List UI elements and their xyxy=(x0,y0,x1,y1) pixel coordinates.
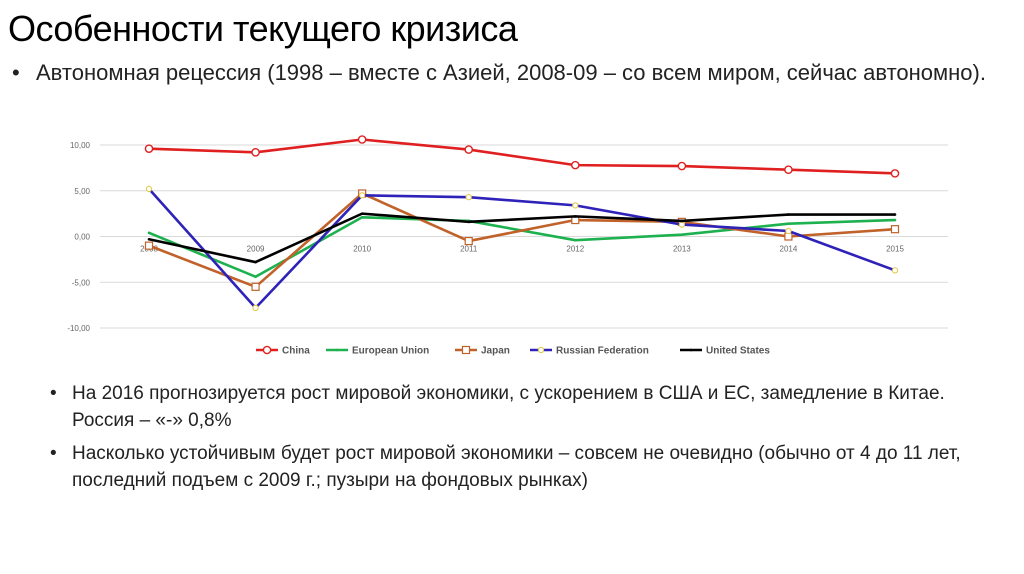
data-point xyxy=(893,213,897,216)
data-point xyxy=(891,267,899,274)
y-tick-label: -5,00 xyxy=(72,278,91,287)
bullet-forecast-2016: • На 2016 прогнозируется рост мировой эк… xyxy=(50,380,990,434)
data-point xyxy=(465,194,472,201)
bullet-text: Насколько устойчивым будет рост мировой … xyxy=(72,443,961,491)
legend-item: China xyxy=(256,346,310,357)
data-point xyxy=(680,233,684,236)
data-point xyxy=(784,165,793,175)
series-line xyxy=(148,138,896,175)
data-point xyxy=(464,236,473,246)
data-point xyxy=(573,215,577,218)
x-tick-label: 2014 xyxy=(780,245,798,254)
data-point xyxy=(358,192,366,199)
chart-y-tick-labels: 10,00 5,00 0,00 -5,00 -10,00 xyxy=(67,141,90,333)
data-point xyxy=(787,213,790,216)
bullet-dot: • xyxy=(50,443,57,464)
data-point xyxy=(890,225,900,234)
data-point xyxy=(251,282,260,291)
series-china xyxy=(144,135,900,178)
bullet-autonomous-recession: • Автономная рецессия (1998 – вместе с А… xyxy=(12,58,1002,88)
x-tick-label: 2010 xyxy=(353,245,371,254)
data-point xyxy=(461,345,471,355)
slide-title: Особенности текущего кризиса xyxy=(8,8,518,49)
x-tick-label: 2013 xyxy=(673,245,691,254)
chart-x-tick-labels: 20082009201020112012201320142015 xyxy=(140,245,904,254)
data-point xyxy=(254,260,257,264)
data-point xyxy=(537,346,545,354)
data-point xyxy=(147,231,151,235)
data-point xyxy=(262,345,272,355)
bullet-text: На 2016 прогнозируется рост мировой экон… xyxy=(72,383,945,431)
data-point xyxy=(147,237,151,241)
data-point xyxy=(360,212,364,215)
y-tick-label: 5,00 xyxy=(74,187,90,196)
x-tick-label: 2012 xyxy=(566,245,584,254)
data-point xyxy=(144,241,154,250)
data-point xyxy=(893,218,897,222)
data-point xyxy=(689,348,693,352)
x-tick-label: 2009 xyxy=(247,245,265,254)
data-point xyxy=(785,227,792,235)
data-point xyxy=(252,304,259,312)
legend-label: Russian Federation xyxy=(556,346,649,357)
x-tick-label: 2015 xyxy=(886,245,904,254)
data-point xyxy=(144,144,154,153)
series-united-states xyxy=(147,212,897,264)
legend-item: Russian Federation xyxy=(530,346,649,357)
data-point xyxy=(251,148,260,157)
series-line xyxy=(148,192,896,289)
legend-item: European Union xyxy=(326,346,429,357)
series-line xyxy=(148,188,896,310)
data-point xyxy=(890,169,900,178)
series-russian-federation xyxy=(145,185,899,312)
legend-label: China xyxy=(282,346,310,357)
data-point xyxy=(678,221,686,228)
data-point xyxy=(787,222,790,225)
y-tick-label: 0,00 xyxy=(74,233,90,242)
legend-label: Japan xyxy=(481,346,510,357)
data-point xyxy=(464,145,474,154)
series-line xyxy=(148,212,895,264)
legend-item: Japan xyxy=(455,346,510,357)
data-point xyxy=(680,219,684,223)
y-tick-label: -10,00 xyxy=(67,324,90,333)
bullet-text: Автономная рецессия (1998 – вместе с Ази… xyxy=(36,60,986,85)
data-point xyxy=(677,161,687,171)
bottom-bullets: • На 2016 прогнозируется рост мировой эк… xyxy=(50,380,990,500)
data-point xyxy=(357,135,367,144)
legend-item: United States xyxy=(680,346,770,357)
x-tick-label: 2011 xyxy=(460,245,478,254)
bullet-dot: • xyxy=(50,383,57,404)
y-tick-label: 10,00 xyxy=(70,141,91,150)
bullet-growth-stability: • Насколько устойчивым будет рост мирово… xyxy=(50,440,990,494)
data-point xyxy=(573,238,577,242)
legend-label: United States xyxy=(706,346,770,357)
data-point xyxy=(467,220,471,224)
chart-gridlines xyxy=(100,144,948,329)
data-point xyxy=(145,185,153,193)
legend-label: European Union xyxy=(352,346,429,357)
data-point xyxy=(360,215,364,219)
data-point xyxy=(572,202,579,209)
data-point xyxy=(570,160,580,170)
data-point xyxy=(254,275,257,279)
gdp-growth-line-chart: 10,005,000,00-5,00-10,00 200820092010201… xyxy=(67,135,948,357)
bullet-dot: • xyxy=(12,60,20,85)
chart-legend: China European Union Japan Russian Federati… xyxy=(256,346,770,357)
chart-series xyxy=(144,135,900,312)
data-point xyxy=(335,348,339,352)
